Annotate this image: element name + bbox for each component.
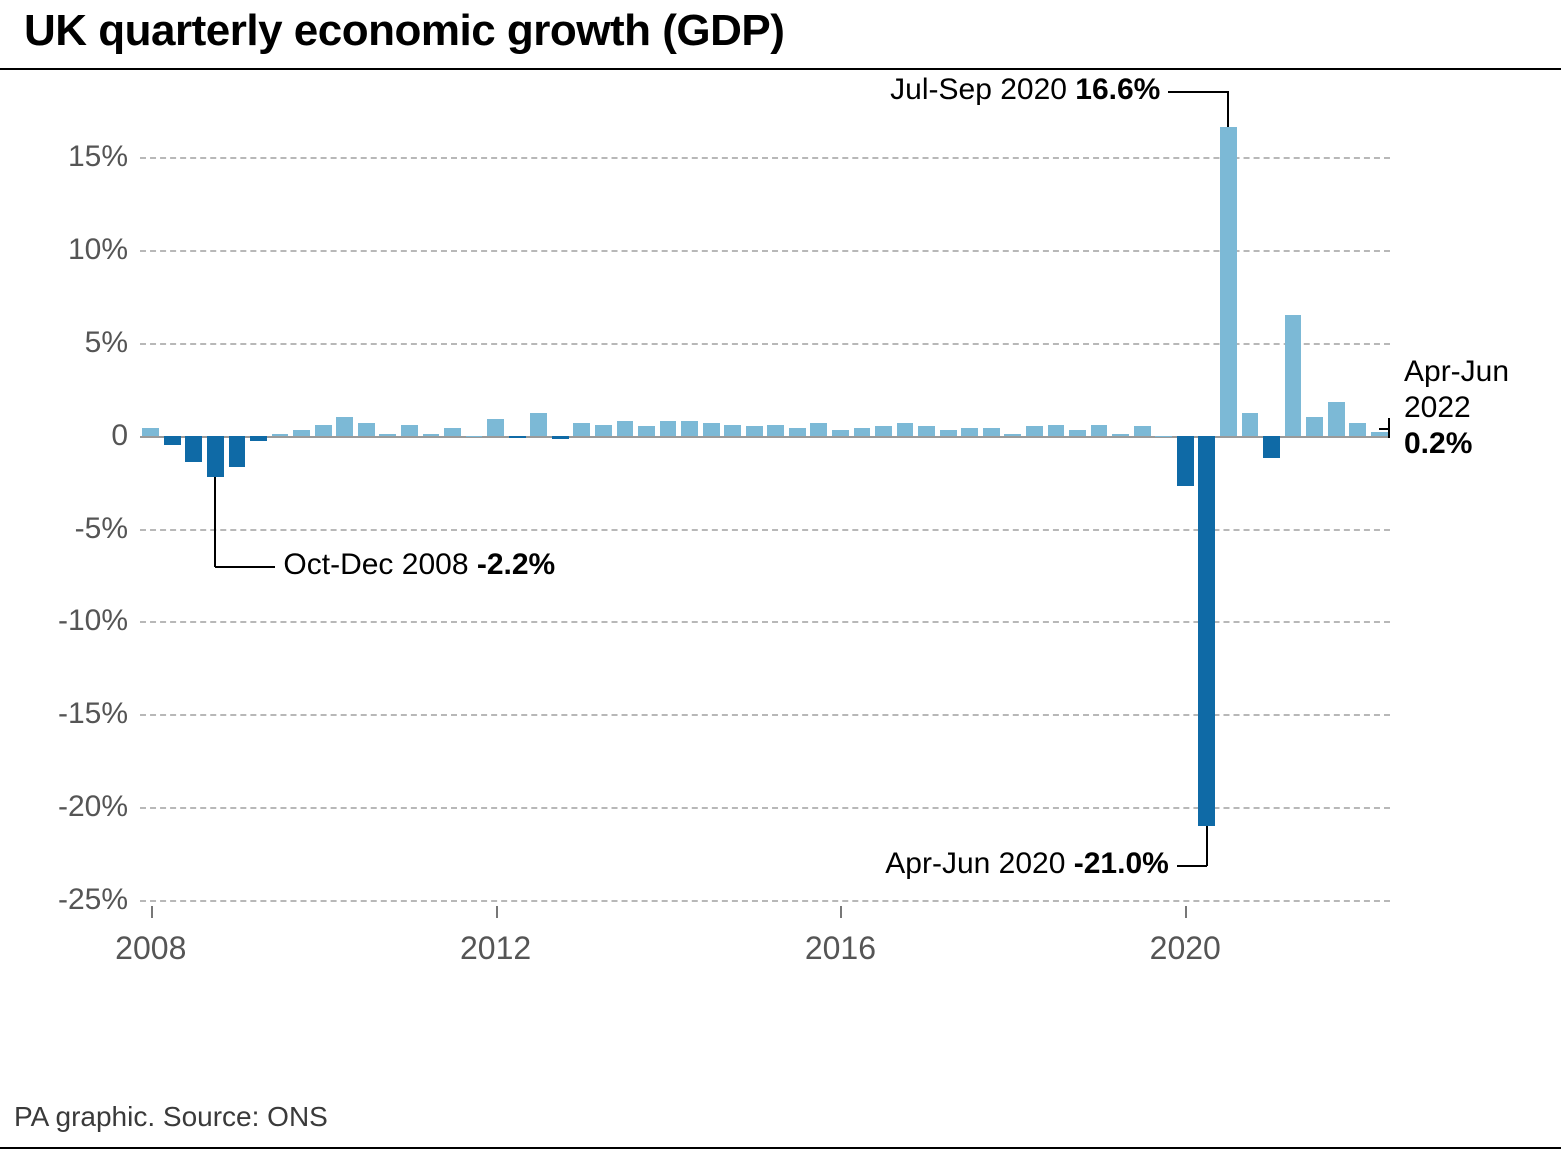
y-axis-label: -20% bbox=[58, 790, 140, 824]
bar bbox=[660, 421, 677, 436]
x-axis-label: 2008 bbox=[115, 930, 186, 967]
gridline bbox=[140, 343, 1390, 345]
bar bbox=[854, 428, 871, 435]
y-axis-label: -15% bbox=[58, 697, 140, 731]
bar bbox=[703, 423, 720, 436]
leader-line bbox=[1168, 91, 1228, 93]
gdp-bar-chart: -25% -20% -15% -10% -5% 0 5% 10% 15% 2008 2012 2016… bbox=[30, 120, 1390, 990]
leader-line bbox=[214, 477, 216, 567]
y-axis-label: 5% bbox=[85, 326, 140, 360]
bar bbox=[940, 430, 957, 436]
bar bbox=[681, 421, 698, 436]
bar bbox=[1349, 423, 1366, 436]
bar bbox=[552, 436, 569, 440]
callout-label: Jul-Sep 2020 16.6% bbox=[890, 73, 1160, 107]
bar bbox=[272, 434, 289, 436]
bar bbox=[573, 423, 590, 436]
plot-area: -25%-20%-15%-10%-5%05%10%15%200820122016… bbox=[140, 120, 1390, 900]
bar bbox=[530, 413, 547, 435]
bar bbox=[207, 436, 224, 477]
leader-line bbox=[1177, 865, 1207, 867]
bar bbox=[1371, 432, 1388, 436]
bar bbox=[466, 436, 483, 437]
x-axis-tick bbox=[1185, 906, 1187, 918]
bar bbox=[142, 428, 159, 435]
bar bbox=[789, 428, 806, 435]
callout-latest-line1: Apr-Jun bbox=[1404, 355, 1509, 388]
bar bbox=[1134, 426, 1151, 435]
x-axis-label: 2020 bbox=[1150, 930, 1221, 967]
x-axis-label: 2016 bbox=[805, 930, 876, 967]
bar bbox=[1328, 402, 1345, 435]
callout-label: Apr-Jun 2020 -21.0% bbox=[885, 847, 1169, 881]
bar bbox=[767, 425, 784, 436]
bar bbox=[423, 434, 440, 436]
bar bbox=[1306, 417, 1323, 436]
bar bbox=[487, 419, 504, 436]
rule-top bbox=[0, 68, 1561, 70]
bar bbox=[1285, 315, 1302, 436]
bar bbox=[185, 436, 202, 462]
bar bbox=[1198, 436, 1215, 826]
bar bbox=[379, 434, 396, 436]
bar bbox=[1026, 426, 1043, 435]
gridline bbox=[140, 250, 1390, 252]
callout-latest-value: 0.2% bbox=[1404, 427, 1472, 460]
bar bbox=[358, 423, 375, 436]
x-axis-tick bbox=[151, 906, 153, 918]
bar bbox=[918, 426, 935, 435]
bar bbox=[1069, 430, 1086, 436]
bar bbox=[810, 423, 827, 436]
bar bbox=[1091, 425, 1108, 436]
bar bbox=[595, 425, 612, 436]
x-axis-label: 2012 bbox=[460, 930, 531, 967]
callout-latest: Apr-Jun 2022 0.2% bbox=[1404, 354, 1509, 462]
bar bbox=[336, 417, 353, 436]
bar bbox=[444, 428, 461, 435]
y-axis-label: -5% bbox=[75, 512, 140, 546]
bar bbox=[293, 430, 310, 436]
bar bbox=[746, 426, 763, 435]
y-axis-label: 15% bbox=[68, 140, 140, 174]
bar bbox=[897, 423, 914, 436]
leader-line bbox=[215, 566, 275, 568]
gridline bbox=[140, 900, 1390, 902]
bar bbox=[1177, 436, 1194, 486]
bar bbox=[250, 436, 267, 442]
bar bbox=[509, 436, 526, 438]
y-axis-label: 0 bbox=[111, 419, 140, 453]
chart-card: UK quarterly economic growth (GDP) -25% -… bbox=[0, 0, 1561, 1149]
y-axis-label: -10% bbox=[58, 604, 140, 638]
callout-latest-line2: 2022 bbox=[1404, 391, 1471, 424]
bar bbox=[1004, 434, 1021, 436]
bar bbox=[832, 430, 849, 436]
leader-line bbox=[1206, 826, 1208, 866]
x-axis-tick bbox=[496, 906, 498, 918]
bar bbox=[164, 436, 181, 445]
callout-label: Oct-Dec 2008 -2.2% bbox=[283, 548, 555, 582]
x-axis-tick bbox=[840, 906, 842, 918]
chart-title: UK quarterly economic growth (GDP) bbox=[24, 6, 784, 56]
bar bbox=[315, 425, 332, 436]
y-axis-label: -25% bbox=[58, 883, 140, 917]
bar bbox=[617, 421, 634, 436]
y-axis-label: 10% bbox=[68, 233, 140, 267]
bar bbox=[638, 426, 655, 435]
bar bbox=[1112, 434, 1129, 436]
chart-footer: PA graphic. Source: ONS bbox=[14, 1101, 328, 1133]
leader-line bbox=[1388, 418, 1390, 438]
gridline bbox=[140, 157, 1390, 159]
bar bbox=[983, 428, 1000, 435]
bar bbox=[1242, 413, 1259, 435]
bar bbox=[1263, 436, 1280, 458]
bar bbox=[724, 425, 741, 436]
bar bbox=[1155, 436, 1172, 437]
bar bbox=[1048, 425, 1065, 436]
leader-line bbox=[1227, 91, 1229, 127]
bar bbox=[401, 425, 418, 436]
bar bbox=[875, 426, 892, 435]
bar bbox=[229, 436, 246, 468]
bar bbox=[961, 428, 978, 435]
bar bbox=[1220, 127, 1237, 435]
